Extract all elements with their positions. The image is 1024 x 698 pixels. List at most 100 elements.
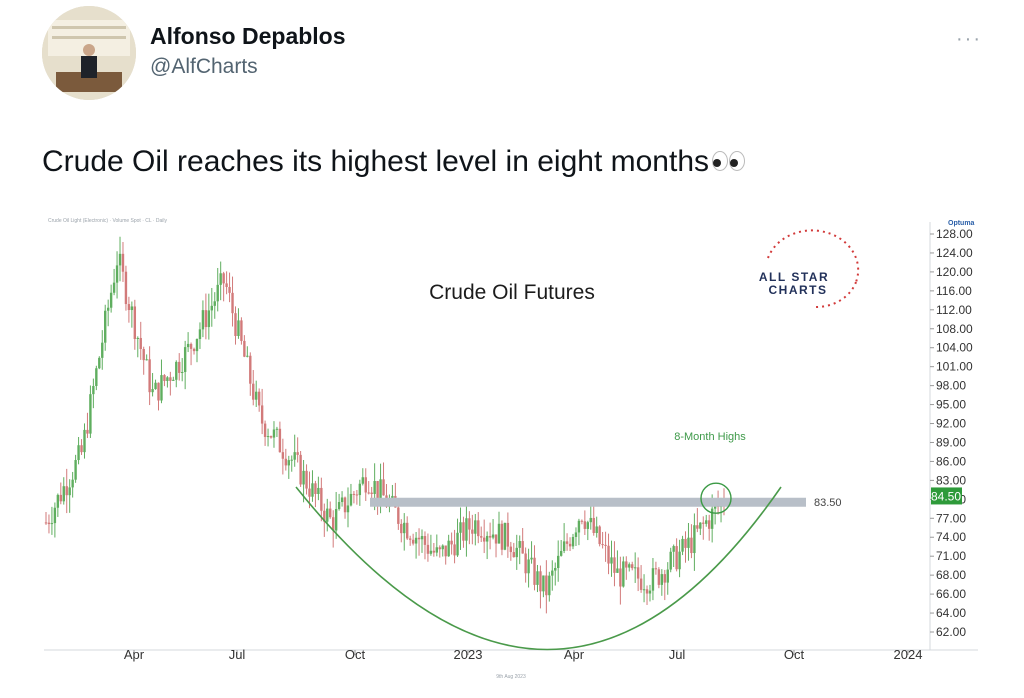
candle-body xyxy=(160,375,163,401)
chart-image[interactable]: Crude Oil Light (Electronic) · Volume Sp… xyxy=(44,212,978,684)
candle-body xyxy=(447,540,450,557)
candle-body xyxy=(622,561,625,587)
candle-body xyxy=(417,537,421,540)
candle-body xyxy=(204,310,208,328)
candle-body xyxy=(666,569,669,583)
candle-body xyxy=(503,522,507,550)
candle-body xyxy=(379,479,382,500)
candle-body xyxy=(521,541,524,554)
candle-body xyxy=(272,429,276,438)
candle-body xyxy=(633,567,637,569)
candle-body xyxy=(699,522,702,529)
candle-body xyxy=(601,544,604,546)
candle-body xyxy=(474,520,477,534)
candle-body xyxy=(539,571,542,592)
candle-body xyxy=(166,377,169,381)
candle-body xyxy=(568,543,572,547)
author-handle[interactable]: @AlfCharts xyxy=(150,55,258,78)
resistance-label: 83.50 xyxy=(814,497,842,509)
candle-body xyxy=(115,265,119,283)
avatar[interactable] xyxy=(42,6,136,100)
candle-body xyxy=(420,536,424,540)
candle-body xyxy=(246,355,249,357)
candle-body xyxy=(465,518,468,541)
candle-body xyxy=(237,320,240,336)
candle-body xyxy=(408,538,412,540)
candle-body xyxy=(266,436,270,438)
candle-body xyxy=(631,564,634,569)
candle-body xyxy=(518,541,521,548)
y-tick-label: 128.00 xyxy=(936,227,973,241)
candle-body xyxy=(376,481,379,500)
candle-body xyxy=(456,532,459,556)
candle-body xyxy=(625,561,628,568)
y-tick-label: 62.00 xyxy=(936,625,966,639)
avatar-image xyxy=(42,6,136,100)
y-tick-label: 71.00 xyxy=(936,549,966,563)
all-star-charts-logo: ALL STAR CHARTS xyxy=(759,229,860,309)
candle-body xyxy=(471,529,474,534)
y-tick-label: 83.00 xyxy=(936,473,966,487)
candle-body xyxy=(340,497,344,503)
candle-body xyxy=(545,575,548,596)
candle-body xyxy=(169,377,172,381)
candle-body xyxy=(554,567,557,571)
candle-body xyxy=(222,273,225,284)
candle-body xyxy=(275,428,279,430)
more-options-icon[interactable]: ··· xyxy=(956,28,982,50)
candle-body xyxy=(705,520,708,524)
candle-body xyxy=(59,494,63,502)
candle-body xyxy=(195,338,199,352)
candle-body xyxy=(50,523,54,525)
candle-body xyxy=(201,310,205,330)
price-badge: 84.50 xyxy=(931,487,962,505)
candle-body xyxy=(710,508,714,529)
candle-body xyxy=(548,575,551,596)
candle-body xyxy=(536,571,539,585)
candle-body xyxy=(619,568,622,587)
candle-body xyxy=(109,292,113,308)
candle-body xyxy=(364,477,367,493)
candle-body xyxy=(500,523,504,550)
candle-body xyxy=(586,522,590,529)
candles xyxy=(44,236,726,614)
candle-body xyxy=(320,487,323,511)
candle-body xyxy=(343,497,347,513)
candle-body xyxy=(240,320,243,341)
candle-body xyxy=(642,589,646,591)
tweet-text: Crude Oil reaches its highest level in e… xyxy=(42,142,747,183)
candle-body xyxy=(44,522,48,524)
candle-body xyxy=(592,517,595,533)
candle-body xyxy=(145,359,148,361)
candle-body xyxy=(284,458,288,466)
y-axis: 128.00 124.00 120.00 116.00 112.00 108.00 104.… xyxy=(930,227,973,639)
x-tick-label: 2023 xyxy=(454,647,483,662)
candle-body xyxy=(95,368,98,386)
candle-body xyxy=(112,282,116,293)
candle-body xyxy=(524,553,527,574)
candle-body xyxy=(565,541,569,544)
candle-body xyxy=(559,550,563,556)
y-tick-label: 101.00 xyxy=(936,360,973,374)
candle-body xyxy=(228,287,231,293)
candle-body xyxy=(175,361,178,380)
candle-body xyxy=(234,313,237,336)
candle-body xyxy=(604,544,607,546)
candle-body xyxy=(104,310,107,343)
candle-body xyxy=(367,492,370,494)
candle-body xyxy=(696,525,699,529)
highlight-circle xyxy=(700,482,732,514)
candle-body xyxy=(373,481,376,494)
x-tick-label: Oct xyxy=(784,647,805,662)
candle-body xyxy=(329,508,332,518)
candle-body xyxy=(249,355,252,384)
candle-body xyxy=(660,574,664,585)
author-name[interactable]: Alfonso Depablos xyxy=(150,23,346,49)
candle-body xyxy=(323,510,326,522)
candle-body xyxy=(142,349,145,361)
candle-body xyxy=(130,306,134,311)
y-tick-label: 95.00 xyxy=(936,398,966,412)
candle-body xyxy=(400,523,403,534)
candle-body xyxy=(562,541,566,551)
candle-body xyxy=(278,428,282,453)
